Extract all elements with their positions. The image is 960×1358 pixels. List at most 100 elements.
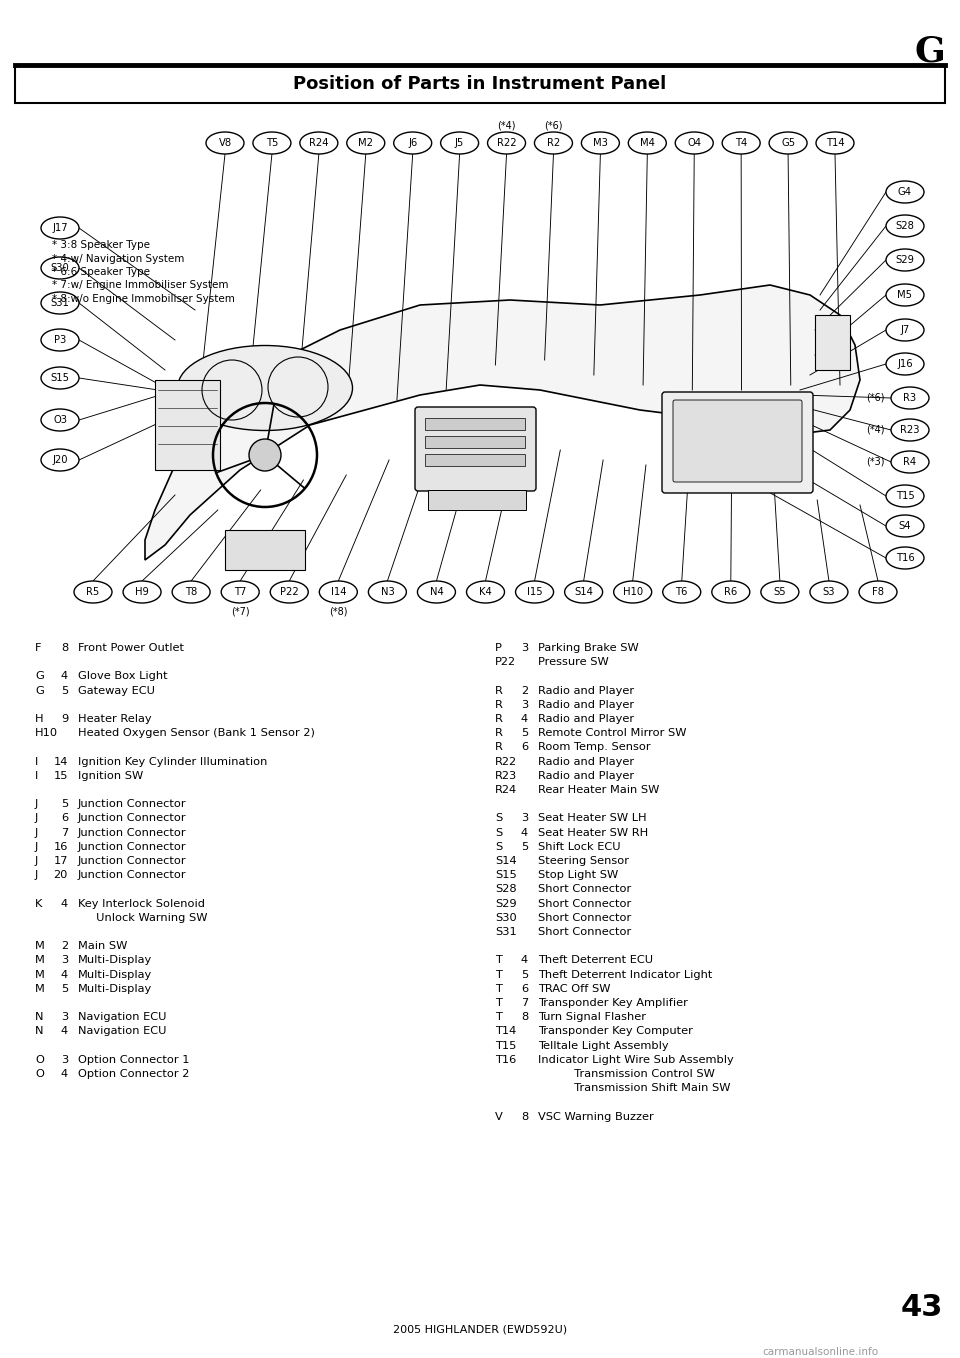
Text: 17: 17 <box>54 856 68 866</box>
FancyBboxPatch shape <box>662 392 813 493</box>
Text: S29: S29 <box>495 899 516 909</box>
Text: 3: 3 <box>520 699 528 710</box>
Text: Theft Deterrent Indicator Light: Theft Deterrent Indicator Light <box>538 970 712 979</box>
Text: R: R <box>495 728 503 739</box>
Text: J17: J17 <box>52 223 68 234</box>
Text: K: K <box>35 899 42 909</box>
Text: O4: O4 <box>687 139 701 148</box>
Text: T4: T4 <box>735 139 747 148</box>
Text: 20: 20 <box>54 870 68 880</box>
Text: S28: S28 <box>495 884 516 895</box>
Text: Short Connector: Short Connector <box>538 899 632 909</box>
Text: Multi-Display: Multi-Display <box>78 970 153 979</box>
Text: R2: R2 <box>547 139 560 148</box>
Text: T15: T15 <box>495 1040 516 1051</box>
Text: R22: R22 <box>495 756 517 767</box>
FancyBboxPatch shape <box>673 401 802 482</box>
Text: Glove Box Light: Glove Box Light <box>78 671 168 682</box>
Text: T: T <box>495 1012 502 1023</box>
Text: G: G <box>35 686 44 695</box>
Text: * 3:8 Speaker Type: * 3:8 Speaker Type <box>52 240 150 250</box>
Text: TRAC Off SW: TRAC Off SW <box>538 983 611 994</box>
Text: J: J <box>35 813 38 823</box>
Text: Navigation ECU: Navigation ECU <box>78 1027 166 1036</box>
Text: 8: 8 <box>520 1112 528 1122</box>
Text: 5: 5 <box>520 970 528 979</box>
Ellipse shape <box>41 257 79 278</box>
Bar <box>815 315 850 369</box>
Text: 2: 2 <box>521 686 528 695</box>
Text: J20: J20 <box>52 455 68 464</box>
Ellipse shape <box>418 581 455 603</box>
Bar <box>425 454 525 466</box>
Text: Junction Connector: Junction Connector <box>78 827 186 838</box>
Text: 5: 5 <box>520 728 528 739</box>
Text: Transmission Shift Main SW: Transmission Shift Main SW <box>538 1084 731 1093</box>
Text: I15: I15 <box>527 587 542 598</box>
Text: Junction Connector: Junction Connector <box>78 800 186 809</box>
Text: T: T <box>495 983 502 994</box>
Ellipse shape <box>769 132 807 153</box>
Ellipse shape <box>41 449 79 471</box>
Text: P22: P22 <box>280 587 299 598</box>
Text: R6: R6 <box>724 587 737 598</box>
Text: 4: 4 <box>60 970 68 979</box>
Text: 15: 15 <box>54 771 68 781</box>
Text: * 7:w/ Engine Immobiliser System: * 7:w/ Engine Immobiliser System <box>52 281 228 291</box>
Text: 3: 3 <box>520 813 528 823</box>
Text: P22: P22 <box>495 657 516 667</box>
Text: T16: T16 <box>896 553 914 564</box>
Text: T14: T14 <box>495 1027 516 1036</box>
Text: 2005 HIGHLANDER (EWD592U): 2005 HIGHLANDER (EWD592U) <box>393 1325 567 1335</box>
Text: R3: R3 <box>903 392 917 403</box>
Text: Rear Heater Main SW: Rear Heater Main SW <box>538 785 660 794</box>
Text: Room Temp. Sensor: Room Temp. Sensor <box>538 743 651 752</box>
Text: 5: 5 <box>520 842 528 851</box>
Ellipse shape <box>628 132 666 153</box>
Text: M3: M3 <box>593 139 608 148</box>
Text: M5: M5 <box>898 291 913 300</box>
Text: S14: S14 <box>495 856 516 866</box>
Text: T: T <box>495 956 502 966</box>
Text: (*4): (*4) <box>866 425 884 435</box>
Ellipse shape <box>41 217 79 239</box>
Ellipse shape <box>886 181 924 202</box>
Text: N: N <box>35 1012 43 1023</box>
Text: S15: S15 <box>51 373 69 383</box>
Bar <box>15 65 945 103</box>
Ellipse shape <box>320 581 357 603</box>
Text: J: J <box>35 800 38 809</box>
Text: Junction Connector: Junction Connector <box>78 856 186 866</box>
Text: I: I <box>35 771 38 781</box>
Ellipse shape <box>369 581 406 603</box>
Ellipse shape <box>722 132 760 153</box>
Text: 3: 3 <box>60 956 68 966</box>
Text: M: M <box>35 941 45 951</box>
Ellipse shape <box>467 581 505 603</box>
Text: carmanualsonline.info: carmanualsonline.info <box>762 1347 878 1357</box>
Text: Heater Relay: Heater Relay <box>78 714 152 724</box>
Text: T: T <box>495 970 502 979</box>
Ellipse shape <box>886 547 924 569</box>
Text: 4: 4 <box>521 956 528 966</box>
Text: 16: 16 <box>54 842 68 851</box>
Ellipse shape <box>206 132 244 153</box>
Ellipse shape <box>271 581 308 603</box>
Text: S15: S15 <box>495 870 516 880</box>
Text: P3: P3 <box>54 335 66 345</box>
Text: Steering Sensor: Steering Sensor <box>538 856 629 866</box>
Ellipse shape <box>886 249 924 272</box>
Text: Heated Oxygen Sensor (Bank 1 Sensor 2): Heated Oxygen Sensor (Bank 1 Sensor 2) <box>78 728 315 739</box>
Text: Multi-Display: Multi-Display <box>78 956 153 966</box>
Text: 9: 9 <box>60 714 68 724</box>
Ellipse shape <box>761 581 799 603</box>
Text: O: O <box>35 1069 44 1080</box>
Ellipse shape <box>859 581 897 603</box>
Text: Navigation ECU: Navigation ECU <box>78 1012 166 1023</box>
Text: Transmission Control SW: Transmission Control SW <box>538 1069 715 1080</box>
Text: J7: J7 <box>900 325 910 335</box>
Text: Junction Connector: Junction Connector <box>78 870 186 880</box>
Text: O3: O3 <box>53 416 67 425</box>
Ellipse shape <box>582 132 619 153</box>
Text: Unlock Warning SW: Unlock Warning SW <box>78 913 207 923</box>
